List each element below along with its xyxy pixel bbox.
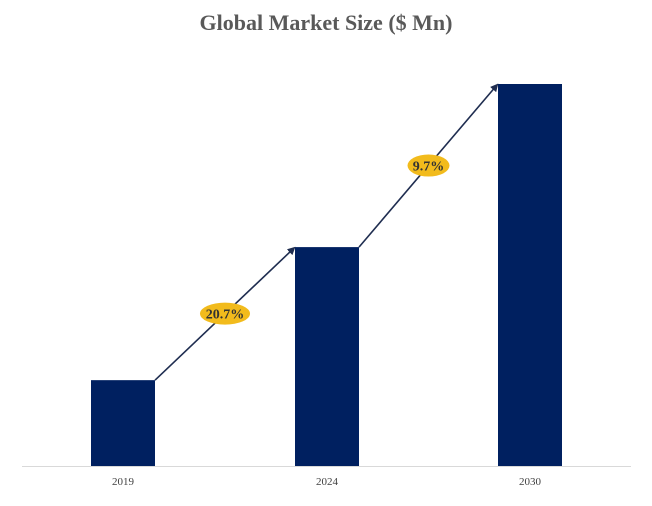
bar-2024	[295, 247, 359, 466]
cagr-badge-2	[407, 154, 450, 177]
cagr-label-1: 20.7%	[206, 308, 245, 323]
arrows-layer: 20.7% 9.7%	[154, 83, 499, 381]
x-tick-label-2019: 2019	[112, 476, 135, 488]
bars-layer	[91, 84, 562, 466]
chart-title: Global Market Size ($ Mn)	[199, 10, 453, 35]
cagr-badge-1	[200, 302, 250, 325]
x-tick-label-2024: 2024	[316, 476, 339, 488]
cagr-label-2: 9.7%	[413, 160, 445, 175]
x-tick-label-2030: 2030	[519, 476, 542, 488]
x-axis: 2019 2024 2030	[22, 466, 631, 488]
bar-2019	[91, 380, 155, 466]
bar-2030	[498, 84, 562, 466]
